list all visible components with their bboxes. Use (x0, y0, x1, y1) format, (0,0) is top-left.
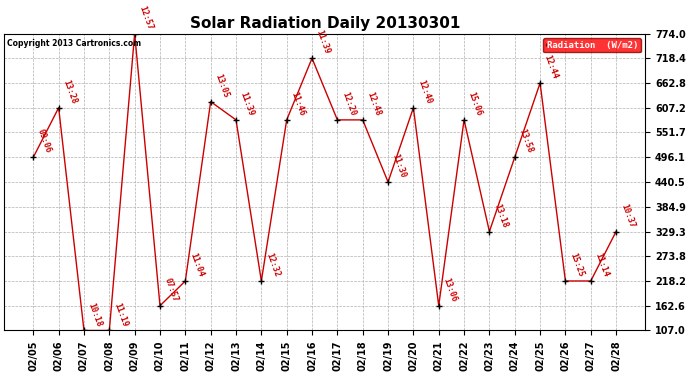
Text: 12:20: 12:20 (340, 90, 357, 117)
Text: Copyright 2013 Cartronics.com: Copyright 2013 Cartronics.com (8, 39, 141, 48)
Text: 12:40: 12:40 (416, 78, 433, 105)
Text: 11:39: 11:39 (315, 29, 332, 56)
Text: 11:46: 11:46 (290, 90, 306, 117)
Text: 13:28: 13:28 (61, 78, 79, 105)
Text: 13:05: 13:05 (213, 72, 230, 99)
Text: 11:19: 11:19 (112, 301, 129, 328)
Text: 15:06: 15:06 (467, 90, 484, 117)
Text: 10:18: 10:18 (87, 301, 104, 328)
Text: 13:18: 13:18 (492, 202, 509, 229)
Title: Solar Radiation Daily 20130301: Solar Radiation Daily 20130301 (190, 16, 460, 31)
Text: 13:06: 13:06 (442, 276, 459, 303)
Text: 09:06: 09:06 (36, 128, 53, 154)
Text: 15:25: 15:25 (568, 252, 585, 278)
Text: 12:44: 12:44 (543, 54, 560, 80)
Text: 12:57: 12:57 (137, 4, 155, 31)
Text: 13:58: 13:58 (518, 128, 535, 154)
Text: 07:57: 07:57 (163, 276, 180, 303)
Text: 11:30: 11:30 (391, 153, 408, 179)
Text: 12:48: 12:48 (366, 90, 382, 117)
Text: 12:32: 12:32 (264, 252, 281, 278)
Text: 11:39: 11:39 (239, 90, 256, 117)
Text: 11:14: 11:14 (593, 252, 611, 278)
Legend: Radiation  (W/m2): Radiation (W/m2) (543, 38, 641, 52)
Text: 10:37: 10:37 (619, 202, 636, 229)
Text: 11:04: 11:04 (188, 252, 205, 278)
